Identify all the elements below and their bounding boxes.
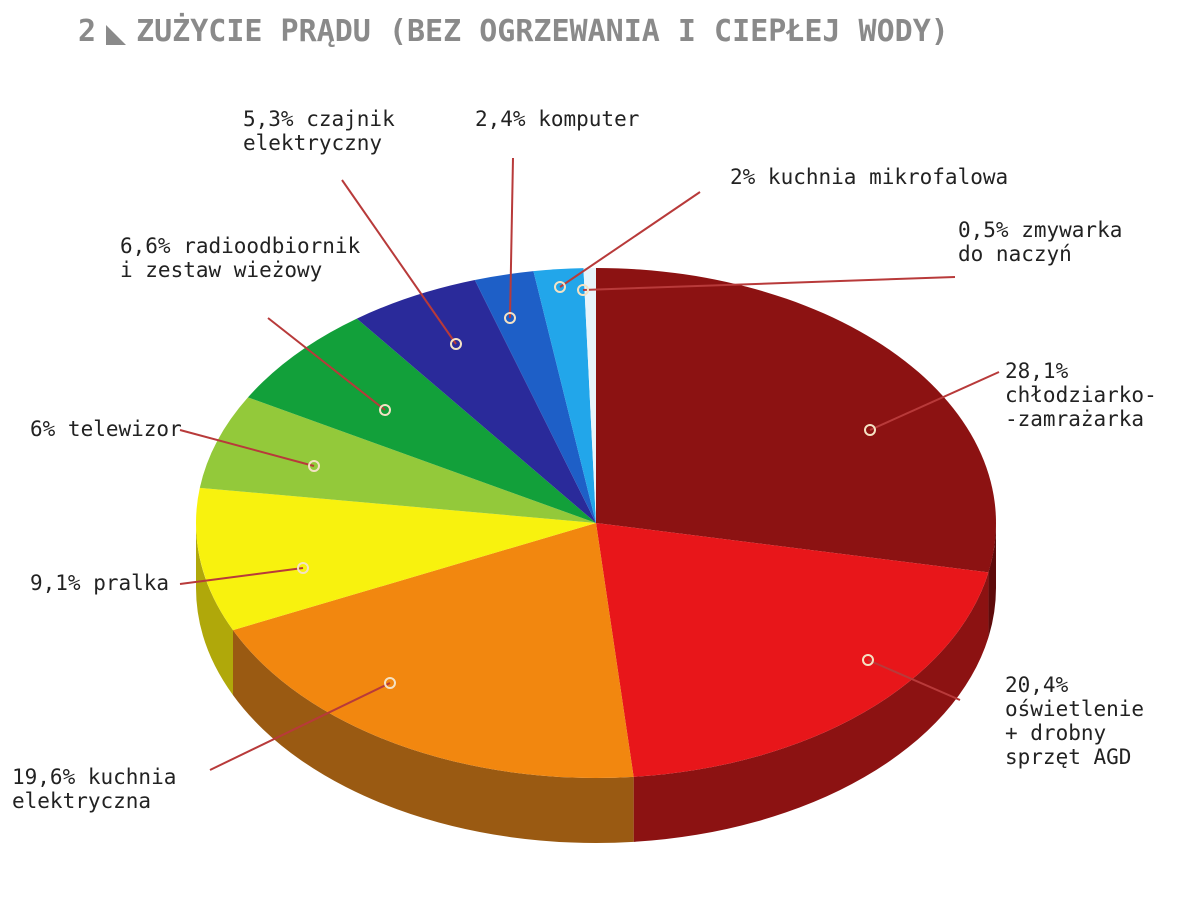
slice-labels: 28,1% chłodziarko--zamrażarka 20,4% oświetl…	[12, 107, 1157, 813]
slice-label-8: 2% kuchnia mikrofalowa	[730, 165, 1008, 189]
slice-label-line: do naczyń	[958, 242, 1072, 266]
leader-dot-4	[308, 460, 320, 472]
slice-label-line: 20,4%	[1005, 673, 1069, 697]
slice-label-line: elektryczna	[12, 789, 151, 813]
leader-dot-5	[379, 404, 391, 416]
pie-slice-0	[596, 268, 996, 573]
slice-label-line: 5,3% czajnik	[243, 107, 395, 131]
slice-label-line: -zamrażarka	[1005, 407, 1144, 431]
leader-dot-7	[504, 312, 516, 324]
slice-label-line: chłodziarko-	[1005, 383, 1157, 407]
slice-label-4: 6% telewizor	[30, 417, 182, 441]
slice-label-line: 6% telewizor	[30, 417, 182, 441]
leader-line-6	[341, 179, 457, 345]
leader-line-8	[559, 191, 701, 288]
slice-label-9: 0,5% zmywarka do naczyń	[958, 218, 1122, 266]
slice-label-line: 2,4% komputer	[475, 107, 639, 131]
slice-label-line: sprzęt AGD	[1005, 745, 1131, 769]
slice-label-line: 9,1% pralka	[30, 571, 169, 595]
leader-dot-3	[297, 562, 309, 574]
chart-title-row: 2 ZUŻYCIE PRĄDU (BEZ OGRZEWANIA I CIEPŁE…	[78, 14, 949, 49]
chart-title: ZUŻYCIE PRĄDU (BEZ OGRZEWANIA I CIEPŁEJ …	[136, 14, 949, 49]
pie-slice-6	[356, 279, 596, 523]
slice-label-line: oświetlenie	[1005, 697, 1144, 721]
slice-label-line: + drobny	[1005, 721, 1106, 745]
slice-label-5: 6,6% radioodbiornik i zestaw wieżowy	[120, 234, 361, 282]
pie-slice-1	[596, 523, 989, 777]
slice-label-0: 28,1% chłodziarko--zamrażarka	[1005, 359, 1157, 431]
pie-slice-8	[533, 268, 596, 523]
leader-dot-6	[450, 338, 462, 350]
slice-side-3	[196, 523, 234, 696]
pie-slices	[195, 268, 996, 778]
slice-label-2: 19,6% kuchnia elektryczna	[12, 765, 176, 813]
slice-label-3: 9,1% pralka	[30, 571, 169, 595]
leader-dot-9	[577, 284, 589, 296]
leader-dot-0	[864, 424, 876, 436]
slice-label-6: 5,3% czajnik elektryczny	[243, 107, 395, 155]
triangle-marker-icon	[106, 24, 127, 45]
pie-slice-9	[583, 268, 596, 523]
leader-line-5	[267, 317, 386, 411]
slice-side-2	[233, 630, 634, 843]
slice-label-line: 28,1%	[1005, 359, 1069, 383]
leader-lines	[179, 157, 1000, 771]
slice-label-line: 2% kuchnia mikrofalowa	[730, 165, 1008, 189]
slice-label-line: elektryczny	[243, 131, 382, 155]
leader-line-2	[209, 682, 391, 771]
leader-line-1	[867, 659, 961, 701]
leader-line-4	[179, 429, 315, 467]
leader-dot-8	[554, 281, 566, 293]
pie-slice-4	[199, 397, 596, 523]
slice-label-line: 0,5% zmywarka	[958, 218, 1122, 242]
leader-line-0	[869, 371, 1000, 431]
pie-slice-7	[474, 271, 596, 523]
leader-line-3	[179, 567, 304, 585]
slice-label-line: 6,6% radioodbiornik	[120, 234, 361, 258]
leader-dot-1	[862, 654, 874, 666]
leader-line-7	[509, 157, 514, 319]
leader-dot-2	[384, 677, 396, 689]
slice-label-7: 2,4% komputer	[475, 107, 639, 131]
slice-label-1: 20,4% oświetlenie + drobny sprzęt AGD	[1005, 673, 1144, 769]
pie-slice-3	[195, 487, 596, 631]
slice-label-line: 19,6% kuchnia	[12, 765, 176, 789]
slice-side-1	[633, 572, 989, 842]
slice-side-0	[988, 523, 996, 638]
figure-number: 2	[78, 14, 97, 49]
leader-line-9	[582, 276, 956, 291]
pie-slice-2	[233, 523, 634, 778]
pie-sides	[196, 523, 996, 843]
slice-label-line: i zestaw wieżowy	[120, 258, 322, 282]
